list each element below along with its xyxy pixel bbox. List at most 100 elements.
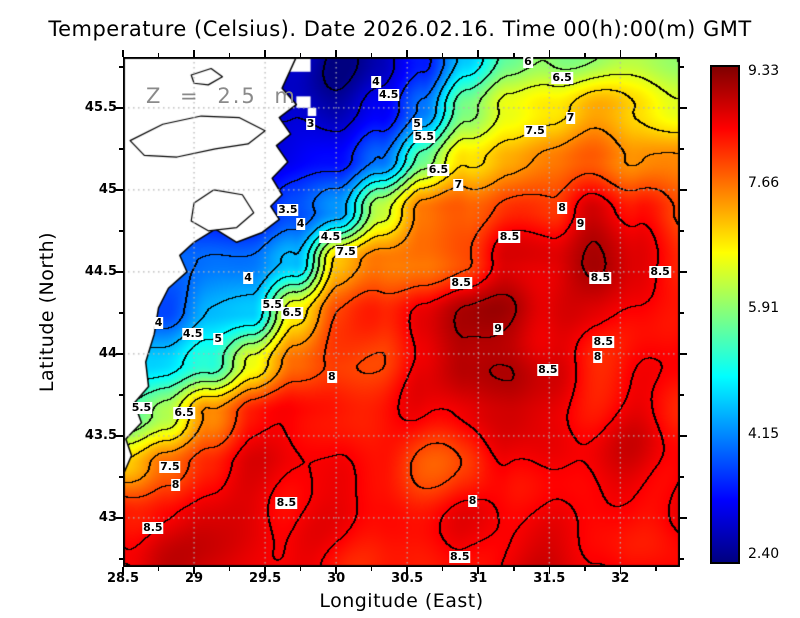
contour-label: 5.5 (130, 400, 153, 414)
axis-tick (406, 50, 408, 57)
contour-label: 8.5 (449, 550, 471, 564)
axis-tick (157, 567, 160, 571)
contour-label: 7 (565, 110, 576, 124)
x-tick-label: 32 (611, 571, 630, 586)
axis-tick (370, 53, 373, 57)
axis-tick (116, 353, 123, 355)
contour-label: 8.5 (592, 335, 615, 349)
contour-label: 8.5 (649, 264, 671, 278)
colorbar-label: 4.15 (748, 426, 780, 442)
x-tick-label: 31.5 (533, 571, 566, 586)
contour-label: 3 (305, 117, 316, 131)
axis-tick (119, 148, 123, 150)
y-tick-label: 45 (98, 181, 117, 197)
contour-label: 7.5 (524, 123, 546, 137)
contour-label: 8 (557, 200, 567, 214)
temperature-field-canvas (123, 57, 680, 567)
axis-tick (680, 353, 687, 355)
axis-tick (119, 476, 123, 478)
x-tick-label: 31 (469, 571, 488, 586)
axis-tick (680, 271, 687, 273)
y-tick-label: 43.5 (84, 427, 117, 443)
contour-label: 5.5 (261, 297, 283, 311)
axis-tick (680, 312, 684, 314)
page-title: Temperature (Celsius). Date 2026.02.16. … (48, 17, 752, 41)
colorbar-label: 5.91 (748, 300, 780, 317)
axis-tick (406, 567, 408, 574)
contour-label: 7 (453, 177, 464, 191)
x-tick-label: 30 (327, 571, 346, 586)
x-axis-label: Longitude (East) (319, 590, 484, 612)
x-tick-label: 28.5 (106, 571, 140, 586)
contour-label: 9 (493, 322, 503, 336)
axis-tick (477, 50, 479, 57)
contour-label: 5 (213, 332, 224, 346)
contour-label: 4 (153, 315, 164, 329)
axis-tick (680, 476, 684, 478)
axis-tick (680, 107, 687, 109)
contour-label: 6 (523, 54, 533, 68)
axis-tick (116, 271, 123, 273)
y-tick-label: 44.5 (84, 263, 117, 279)
axis-tick (584, 567, 586, 571)
axis-tick (335, 567, 337, 574)
contour-label: 9 (575, 217, 586, 231)
axis-tick (441, 567, 444, 571)
depth-annotation: Z = 2.5 m (146, 84, 297, 108)
contour-label: 8 (327, 369, 337, 383)
axis-tick (264, 50, 266, 57)
contour-label: 4.5 (181, 327, 204, 341)
contour-label: 4 (371, 74, 381, 88)
y-tick-label: 45.5 (84, 99, 117, 115)
axis-tick (119, 66, 123, 68)
axis-tick (548, 567, 551, 574)
axis-tick (477, 567, 479, 574)
contour-label: 8.5 (450, 276, 472, 290)
axis-tick (228, 53, 231, 57)
axis-tick (680, 435, 687, 437)
axis-tick (680, 148, 684, 150)
colorbar (710, 65, 740, 564)
axis-tick (119, 394, 123, 396)
contour-label: 4 (295, 217, 306, 231)
contour-label: 4.5 (319, 230, 342, 244)
axis-tick (655, 567, 657, 571)
contour-label: 8.5 (589, 271, 612, 285)
axis-tick (513, 567, 515, 571)
axis-tick (619, 567, 622, 574)
y-tick-label: 43 (98, 509, 117, 525)
axis-tick (619, 50, 622, 57)
contour-label: 6.5 (427, 163, 450, 177)
colorbar-label: 9.33 (748, 63, 780, 79)
axis-tick (335, 50, 337, 57)
y-axis-label: Latitude (North) (36, 231, 58, 393)
axis-tick (116, 189, 123, 191)
contour-label: 8.5 (275, 496, 298, 510)
contour-label: 4.5 (377, 87, 400, 101)
axis-tick (116, 107, 123, 109)
axis-tick (193, 50, 195, 57)
contour-label: 3.5 (277, 202, 299, 216)
axis-tick (680, 517, 687, 519)
plot-area (123, 57, 680, 567)
axis-tick (228, 567, 231, 571)
colorbar-label: 7.66 (748, 175, 780, 192)
axis-tick (680, 394, 684, 396)
contour-label: 6.5 (173, 405, 195, 419)
contour-label: 6.5 (551, 71, 573, 85)
contour-label: 5.5 (413, 130, 435, 144)
contour-label: 7.5 (159, 459, 181, 473)
axis-tick (680, 558, 684, 560)
axis-tick (264, 567, 266, 574)
contour-label: 5 (412, 117, 422, 131)
axis-tick (122, 567, 124, 574)
contour-label: 4 (243, 271, 253, 285)
axis-tick (548, 50, 551, 57)
axis-tick (119, 558, 123, 560)
contour-label: 8.5 (498, 230, 521, 244)
axis-tick (116, 435, 123, 437)
axis-tick (299, 567, 302, 571)
axis-tick (122, 50, 124, 57)
contour-label: 6.5 (281, 305, 303, 319)
